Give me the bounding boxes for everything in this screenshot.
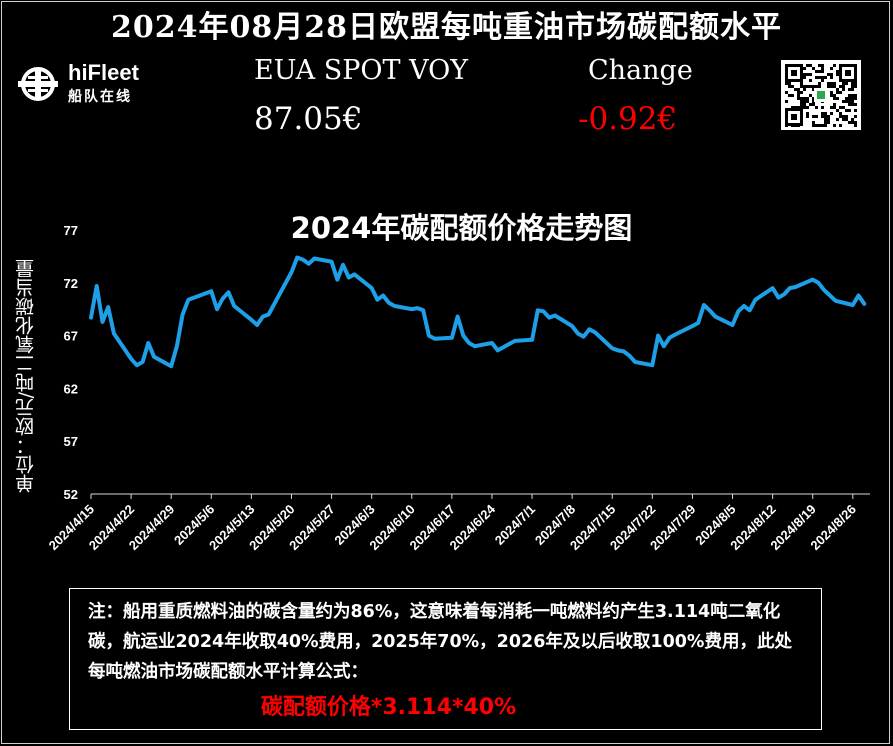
logo-name: hiFleet — [68, 60, 139, 85]
logo-subtitle: 船队在线 — [68, 89, 132, 105]
chart-title: 2024年碳配额价格走势图 — [290, 211, 633, 245]
ship-wheel-icon — [18, 67, 58, 101]
y-tick-label: 72 — [64, 276, 78, 291]
change-value: -0.92€ — [578, 101, 678, 137]
y-tick-label: 57 — [64, 434, 78, 449]
page-title: 2024年08月28日欧盟每吨重油市场碳配额水平 — [111, 10, 782, 45]
y-tick-label: 52 — [64, 487, 78, 502]
y-tick-label: 67 — [64, 329, 78, 344]
qr-code-icon — [781, 60, 861, 130]
note-text: 注：船用重质燃料油的碳含量约为86%，这意味着每消耗一吨燃料约产生3.114吨二… — [88, 602, 792, 682]
spot-value: 87.05€ — [254, 101, 363, 137]
hifleet-logo: hiFleet 船队在线 — [16, 60, 166, 108]
change-label: Change — [588, 55, 693, 86]
y-tick-label: 62 — [64, 381, 78, 396]
note-formula: 碳配额价格*3.114*40% — [260, 695, 517, 720]
price-line-chart: 5257626772772024/4/152024/4/222024/4/292… — [46, 223, 870, 553]
y-tick-label: 77 — [64, 223, 78, 238]
spot-label: EUA SPOT VOY — [254, 55, 469, 86]
x-tick-label: 2024/7/1 — [492, 502, 538, 548]
price-series-line — [89, 255, 867, 369]
note-box: 注：船用重质燃料油的碳含量约为86%，这意味着每消耗一吨燃料约产生3.114吨二… — [69, 588, 822, 730]
